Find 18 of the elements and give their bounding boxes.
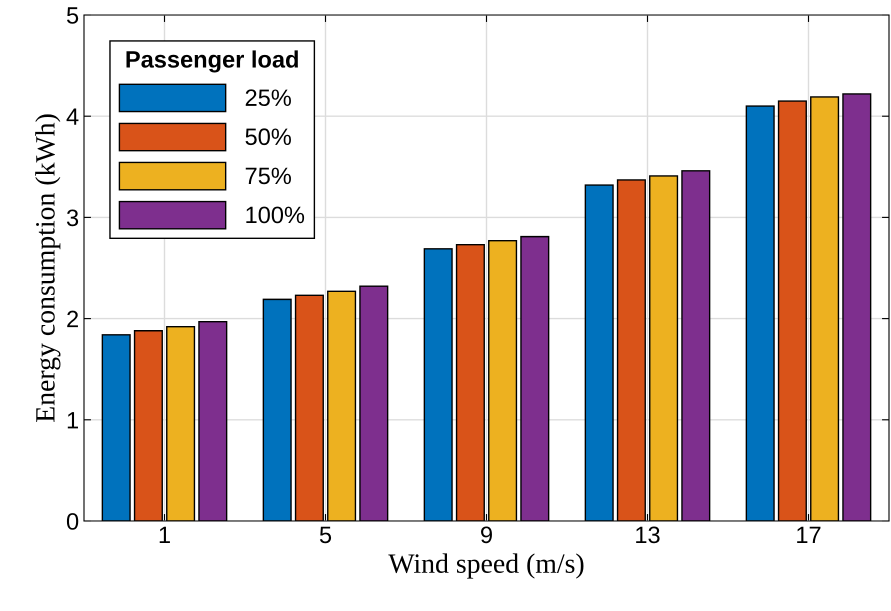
y-tick-label: 2 — [67, 310, 78, 328]
legend-title: Passenger load — [126, 50, 298, 73]
y-axis-title: Energy consumption (kWh) — [35, 114, 60, 422]
x-tick-label: 13 — [636, 526, 660, 544]
y-tick-label: 5 — [66, 7, 78, 24]
y-tick-label: 0 — [66, 513, 78, 530]
legend-label: 50% — [246, 128, 291, 146]
x-tick-label: 9 — [481, 526, 492, 544]
y-tick-label: 3 — [66, 209, 78, 226]
y-tick-label: 1 — [68, 412, 78, 428]
x-tick-label: 1 — [160, 526, 170, 543]
legend-label: 75% — [246, 168, 291, 184]
x-tick-label: 5 — [320, 526, 332, 544]
x-axis-title: Wind speed (m/s) — [388, 553, 584, 579]
x-tick-label: 17 — [797, 526, 820, 543]
legend-label: 25% — [246, 89, 291, 106]
y-tick-label: 4 — [66, 108, 78, 125]
legend-label: 100% — [246, 206, 304, 224]
